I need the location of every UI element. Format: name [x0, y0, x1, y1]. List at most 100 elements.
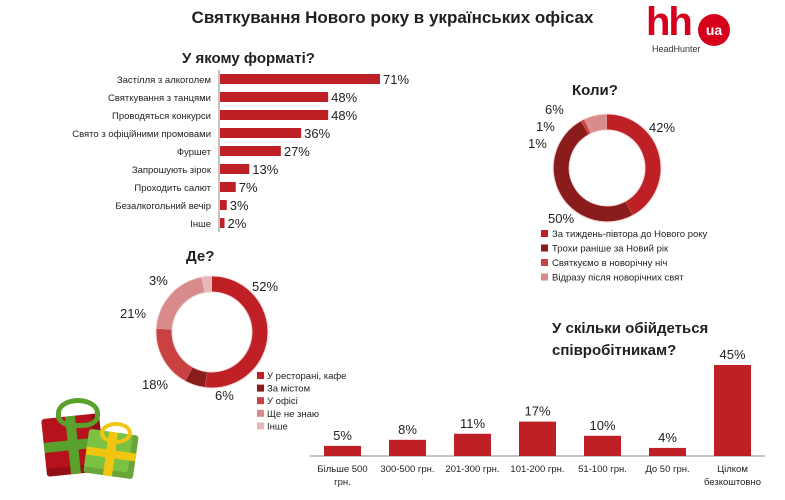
- when-legend-swatch: [541, 259, 548, 266]
- format-category-label: Інше: [190, 219, 211, 230]
- where-legend-swatch: [257, 397, 264, 405]
- where-legend-swatch: [257, 372, 264, 379]
- cost-category-label: Цілком: [717, 464, 748, 475]
- cost-value-label: 10%: [589, 418, 615, 433]
- when-legend-swatch: [541, 244, 548, 252]
- where-legend-label: Інше: [267, 421, 288, 432]
- green-bow: [56, 398, 100, 428]
- when-value-label: 50%: [548, 211, 574, 226]
- cost-bar: [649, 447, 686, 456]
- format-chart-title: У якому форматі?: [182, 50, 315, 67]
- cost-bar: [389, 439, 426, 456]
- format-bar: [220, 164, 250, 174]
- where-legend-swatch: [257, 384, 264, 392]
- where-value-label: 3%: [149, 273, 168, 288]
- when-legend-label: За тиждень-півтора до Нового року: [552, 229, 708, 240]
- where-slice: [185, 367, 208, 388]
- when-chart-title: Коли?: [572, 82, 618, 99]
- cost-category-label: Більше 500: [317, 464, 367, 475]
- format-value-label: 71%: [383, 72, 409, 87]
- when-slice: [587, 114, 608, 133]
- when-legend-swatch: [541, 273, 548, 281]
- where-slice: [156, 277, 205, 330]
- cost-bar: [519, 421, 556, 456]
- format-value-label: 13%: [252, 162, 278, 177]
- where-value-label: 6%: [215, 388, 234, 403]
- format-category-label: Проходить салют: [134, 183, 211, 194]
- where-slice: [201, 276, 213, 293]
- format-bar: [220, 74, 380, 84]
- where-legend-swatch: [257, 422, 264, 430]
- where-value-label: 18%: [142, 377, 168, 392]
- format-value-label: 2%: [228, 216, 247, 231]
- cost-bar: [454, 433, 491, 456]
- headhunter-logo: hh ua HeadHunter: [646, 2, 736, 62]
- logo-subtitle: HeadHunter: [652, 44, 701, 54]
- when-slice: [606, 114, 661, 215]
- logo-hh-text: hh: [646, 0, 693, 44]
- when-legend-label: Святкуємо в новорічну ніч: [552, 258, 667, 269]
- format-bar: [220, 146, 281, 156]
- where-legend-label: Ще не знаю: [267, 409, 319, 420]
- format-value-label: 7%: [239, 180, 258, 195]
- cost-chart-title: У скільки обійдеться співробітникам?: [552, 320, 709, 359]
- when-slice: [553, 121, 633, 222]
- format-value-label: 48%: [331, 90, 357, 105]
- where-legend-swatch: [257, 409, 264, 417]
- cost-value-label: 17%: [524, 404, 550, 419]
- cost-value-label: 8%: [398, 422, 417, 437]
- where-legend-label: У ресторані, кафе: [267, 371, 346, 382]
- cost-bar: [584, 435, 621, 456]
- format-bar: [220, 92, 329, 102]
- format-category-label: Застілля з алкоголем: [117, 75, 211, 86]
- format-value-label: 48%: [331, 108, 357, 123]
- where-chart-title: Де?: [186, 248, 215, 265]
- when-value-label: 1%: [528, 136, 547, 151]
- format-category-label: Проводяться конкурси: [112, 111, 211, 122]
- cost-category-label: 300-500 грн.: [380, 464, 434, 475]
- format-bar: [220, 200, 227, 210]
- when-value-label: 42%: [649, 120, 675, 135]
- page-title: Святкування Нового року в українських оф…: [191, 8, 594, 27]
- cost-category-label: До 50 грн.: [645, 464, 689, 475]
- format-bar: [220, 218, 225, 228]
- when-legend-swatch: [541, 230, 548, 237]
- when-value-label: 1%: [536, 119, 555, 134]
- format-bar: [220, 128, 302, 138]
- cost-category-label: грн.: [334, 477, 351, 488]
- when-legend-label: Трохи раніше за Новий рік: [552, 244, 669, 255]
- format-value-label: 27%: [284, 144, 310, 159]
- cost-value-label: 4%: [658, 430, 677, 445]
- cost-value-label: 45%: [719, 347, 745, 362]
- yellow-bow: [100, 422, 132, 444]
- where-value-label: 52%: [252, 279, 278, 294]
- where-value-label: 21%: [120, 306, 146, 321]
- format-category-label: Святкування з танцями: [108, 93, 211, 104]
- cost-value-label: 5%: [333, 428, 352, 443]
- gift-boxes-illustration: [38, 392, 148, 484]
- where-slice: [156, 328, 193, 381]
- format-category-label: Безалкогольний вечір: [115, 201, 211, 212]
- cost-bar: [324, 445, 361, 456]
- where-legend-label: За містом: [267, 384, 310, 395]
- format-bar: [220, 110, 329, 120]
- when-value-label: 6%: [545, 102, 564, 117]
- when-slice: [581, 119, 591, 135]
- where-slice: [205, 276, 268, 388]
- when-legend-label: Відразу після новорічних свят: [552, 273, 684, 284]
- format-value-label: 36%: [304, 126, 330, 141]
- format-category-label: Свято з офіційними промовами: [72, 129, 211, 140]
- logo-ua-badge: ua: [698, 14, 730, 46]
- cost-value-label: 11%: [460, 416, 485, 431]
- cost-category-label: 51-100 грн.: [578, 464, 627, 475]
- cost-bar: [714, 365, 751, 456]
- format-value-label: 3%: [230, 198, 249, 213]
- format-category-label: Запрошують зірок: [132, 165, 212, 176]
- cost-category-label: безкоштовно: [704, 477, 761, 488]
- format-category-label: Фуршет: [177, 147, 212, 158]
- cost-category-label: 101-200 грн.: [510, 464, 564, 475]
- format-bar: [220, 182, 236, 192]
- cost-category-label: 201-300 грн.: [445, 464, 499, 475]
